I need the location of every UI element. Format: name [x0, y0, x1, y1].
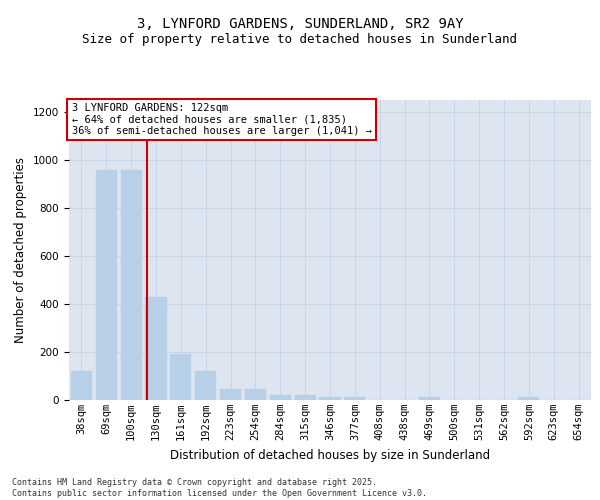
Bar	[121, 170, 142, 400]
Bar	[518, 397, 539, 400]
Text: 3, LYNFORD GARDENS, SUNDERLAND, SR2 9AY: 3, LYNFORD GARDENS, SUNDERLAND, SR2 9AY	[137, 18, 463, 32]
Bar	[170, 354, 191, 400]
Text: Size of property relative to detached houses in Sunderland: Size of property relative to detached ho…	[83, 32, 517, 46]
Bar	[195, 371, 216, 400]
Bar	[96, 170, 117, 400]
Bar	[319, 397, 341, 400]
Bar	[295, 395, 316, 400]
Bar	[270, 395, 291, 400]
X-axis label: Distribution of detached houses by size in Sunderland: Distribution of detached houses by size …	[170, 448, 490, 462]
Text: 3 LYNFORD GARDENS: 122sqm
← 64% of detached houses are smaller (1,835)
36% of se: 3 LYNFORD GARDENS: 122sqm ← 64% of detac…	[71, 103, 371, 136]
Bar	[419, 397, 440, 400]
Bar	[71, 371, 92, 400]
Y-axis label: Number of detached properties: Number of detached properties	[14, 157, 28, 343]
Text: Contains HM Land Registry data © Crown copyright and database right 2025.
Contai: Contains HM Land Registry data © Crown c…	[12, 478, 427, 498]
Bar	[245, 388, 266, 400]
Bar	[344, 397, 365, 400]
Bar	[220, 388, 241, 400]
Bar	[145, 297, 167, 400]
